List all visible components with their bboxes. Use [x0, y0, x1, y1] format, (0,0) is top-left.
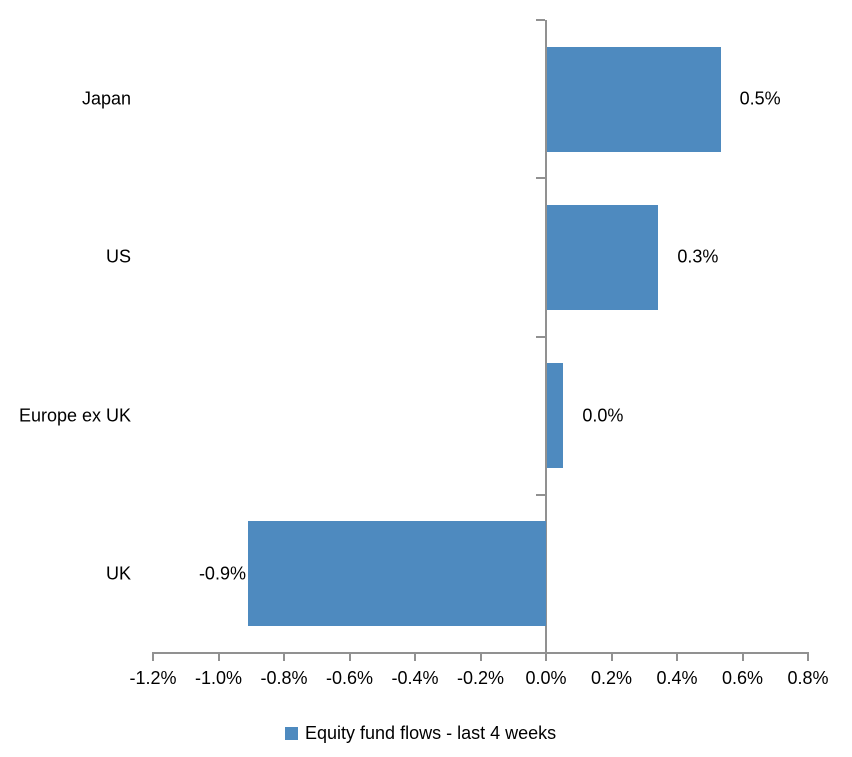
category-axis-line: [545, 20, 547, 653]
category-label-japan: Japan: [81, 88, 131, 109]
category-axis-tick: [536, 177, 545, 180]
category-axis-tick: [536, 335, 545, 338]
legend: Equity fund flows - last 4 weeks: [285, 723, 556, 743]
value-axis-tick: [807, 653, 809, 661]
value-axis-tick: [479, 653, 482, 661]
value-axis-tick: [283, 653, 285, 661]
value-axis-tick: [414, 653, 416, 661]
x-axis-tick-label: -0.8%: [260, 668, 308, 688]
value-axis-tick: [545, 653, 547, 661]
bar-uk: [247, 521, 546, 627]
x-axis-tick-label: 0.4%: [656, 668, 698, 688]
value-axis-tick: [217, 653, 220, 661]
category-axis-tick: [536, 493, 545, 496]
legend-swatch-icon: [285, 726, 298, 740]
category-label-uk: UK: [105, 563, 131, 584]
legend-label: Equity fund flows - last 4 weeks: [305, 722, 557, 743]
value-axis-tick: [610, 653, 613, 661]
data-label-japan: 0.5%: [739, 88, 781, 109]
bar-us: [547, 204, 659, 310]
data-label-europe-ex-uk: 0.0%: [582, 405, 624, 426]
x-axis-tick-label: 0.6%: [721, 668, 764, 688]
category-label-us: US: [105, 246, 131, 267]
value-axis-tick: [741, 653, 744, 661]
x-axis-tick-label: 0.2%: [590, 668, 633, 688]
value-axis-tick: [348, 653, 351, 661]
x-axis-tick-label: 0.0%: [525, 668, 567, 688]
bar-europe-ex-uk: [547, 363, 564, 469]
category-axis-tick: [536, 19, 545, 21]
x-axis-tick-label: -0.4%: [391, 668, 439, 688]
bar-japan: [547, 46, 721, 152]
value-axis-tick: [676, 653, 678, 661]
x-axis-tick-label: -1.2%: [129, 668, 177, 688]
x-axis-tick-label: -0.2%: [456, 668, 505, 688]
value-axis-tick: [152, 653, 154, 661]
x-axis-tick-label: -1.0%: [194, 668, 243, 688]
x-axis-tick-label: -0.6%: [325, 668, 374, 688]
data-label-uk: -0.9%: [198, 563, 246, 584]
data-label-us: 0.3%: [677, 246, 719, 267]
x-axis-tick-label: 0.8%: [787, 668, 829, 688]
category-label-europe-ex-uk: Europe ex UK: [18, 405, 131, 426]
